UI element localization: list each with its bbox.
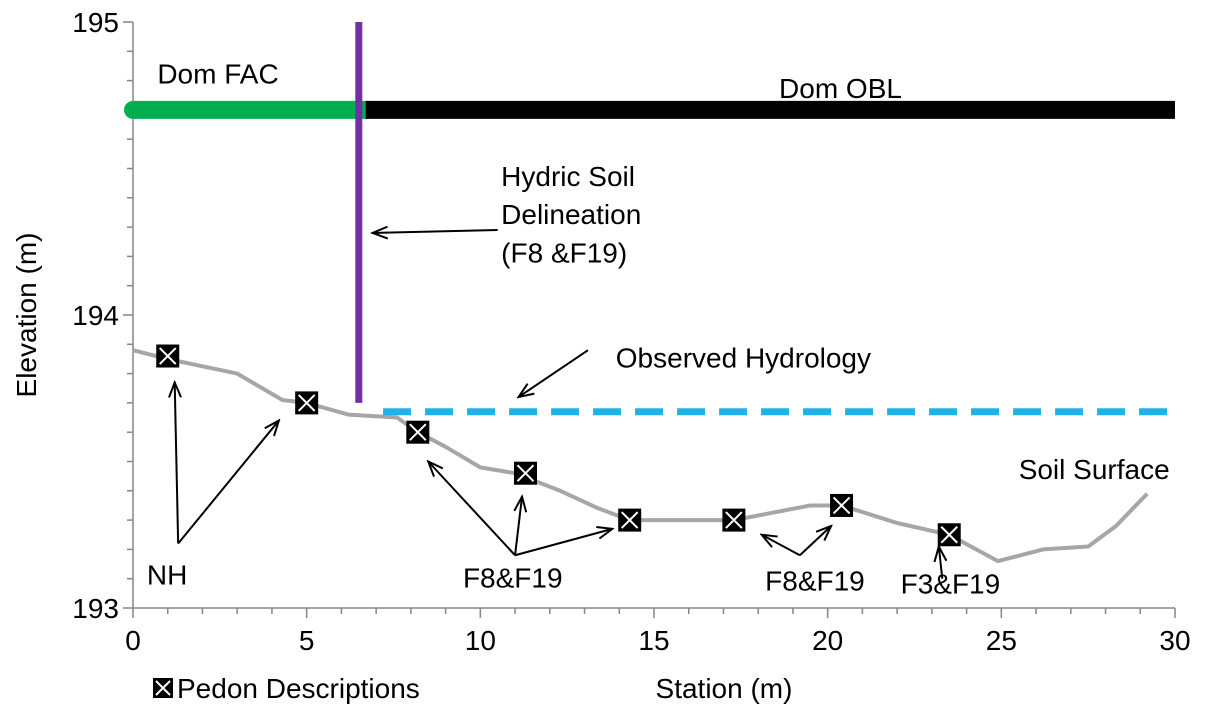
- annotation-arrow: [514, 529, 612, 557]
- pedon-marker-cross: [832, 496, 851, 515]
- annotation-arrow: [175, 382, 178, 544]
- y-tick-label: 195: [72, 7, 119, 38]
- y-axis-title: Elevation (m): [11, 233, 42, 398]
- pedon-marker-cross: [297, 394, 316, 412]
- annotation-text: F8&F19: [765, 565, 865, 596]
- annotation-arrow: [428, 462, 516, 556]
- annotation-text: NH: [147, 560, 187, 591]
- chart-marks: 0 5 10 15 20 25 30 193 194 195 Station (m) Elevatio…: [11, 7, 1191, 704]
- annotation-arrow: [373, 230, 498, 233]
- x-axis-title: Station (m): [656, 673, 793, 704]
- annotation-text: F8&F19: [463, 562, 563, 593]
- annotation-text: (F8 &F19): [501, 237, 627, 268]
- x-tick-label: 15: [638, 625, 669, 656]
- pedon-marker-cross: [725, 511, 743, 529]
- annotation-text: F3&F19: [901, 568, 1001, 599]
- annotation-text: Soil Surface: [1019, 454, 1170, 485]
- legend-label: Pedon Descriptions: [177, 673, 420, 704]
- pedon-marker-cross: [409, 423, 427, 441]
- annotation-arrow: [515, 497, 522, 556]
- annotation-arrow: [177, 420, 279, 545]
- annotation-text: Hydric Soil: [501, 161, 635, 192]
- x-tick-label: 5: [299, 625, 315, 656]
- annotation-text: Observed Hydrology: [616, 343, 871, 374]
- x-tick-label: 25: [986, 625, 1017, 656]
- annotation-text: Dom OBL: [779, 73, 902, 104]
- y-tick-label: 194: [72, 300, 119, 331]
- pedon-marker-cross: [620, 511, 639, 529]
- x-tick-label: 20: [812, 625, 843, 656]
- pedon-marker-cross: [159, 347, 177, 365]
- pedon-marker-cross: [516, 464, 535, 482]
- x-tick-label: 0: [125, 625, 141, 656]
- y-tick-label: 193: [72, 593, 119, 624]
- annotation-arrow: [519, 349, 589, 397]
- annotation-text: Delineation: [501, 199, 641, 230]
- annotation-arrow: [799, 526, 831, 556]
- annotation-text: Dom FAC: [157, 59, 278, 90]
- legend-pedon-marker-cross: [155, 680, 171, 696]
- annotation-arrow: [939, 546, 942, 579]
- x-tick-label: 30: [1159, 625, 1190, 656]
- x-tick-label: 10: [465, 625, 496, 656]
- annotation-arrow: [762, 535, 801, 557]
- pedon-marker-cross: [940, 526, 958, 544]
